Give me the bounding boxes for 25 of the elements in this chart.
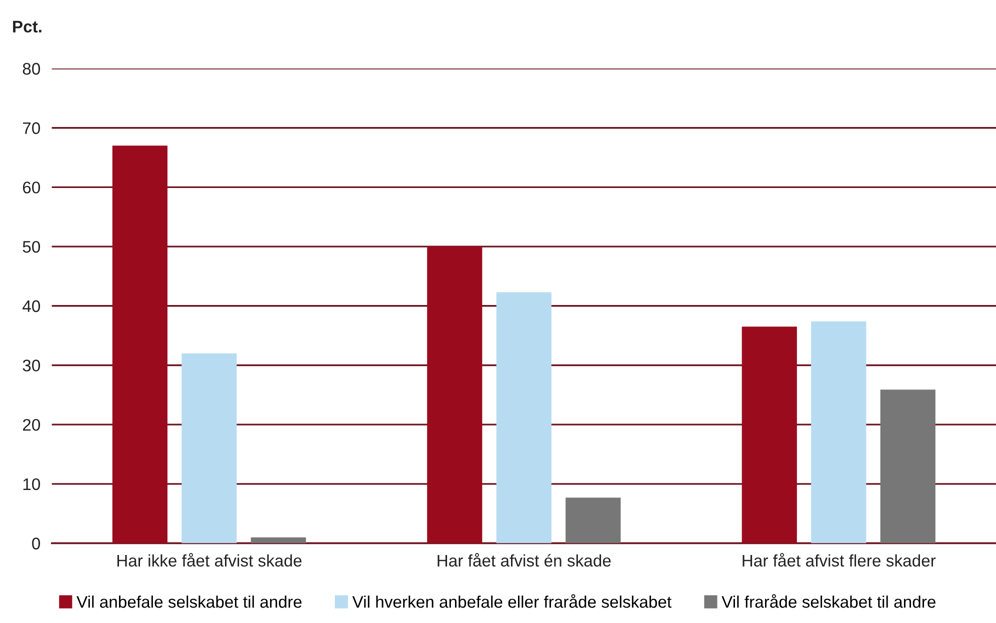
bar [811, 321, 866, 544]
y-tick-label: 80 [22, 62, 40, 75]
bar [250, 537, 306, 544]
y-tick-label: 60 [22, 182, 40, 194]
y-tick-label: 20 [22, 418, 40, 431]
x-tick-label: Har fået afvist flere skader [742, 553, 936, 567]
bar [566, 498, 621, 544]
x-tick-label: Har fået afvist én skade [438, 553, 611, 567]
legend-label: Vil fraråde selskabet til andre [722, 594, 936, 608]
y-tick-label: 50 [22, 240, 40, 253]
bar [496, 292, 552, 544]
bar [880, 390, 936, 544]
legend-label: Vil anbefale selskabet til andre [76, 596, 302, 608]
y-tick-label: 10 [23, 478, 40, 490]
bar [182, 353, 237, 544]
bar [742, 326, 797, 544]
y-axis-title: Pct. [13, 20, 42, 33]
x-tick-label: Har ikke fået afvist skade [117, 553, 302, 567]
y-tick-label: 30 [22, 360, 40, 372]
y-tick-label: 70 [23, 122, 40, 134]
legend-label: Vil hverken anbefale eller fraråde selskabet [352, 594, 672, 608]
bar [427, 246, 482, 544]
bar [112, 146, 168, 544]
y-tick-label: 40 [22, 300, 40, 312]
y-tick-label: 0 [32, 538, 40, 550]
